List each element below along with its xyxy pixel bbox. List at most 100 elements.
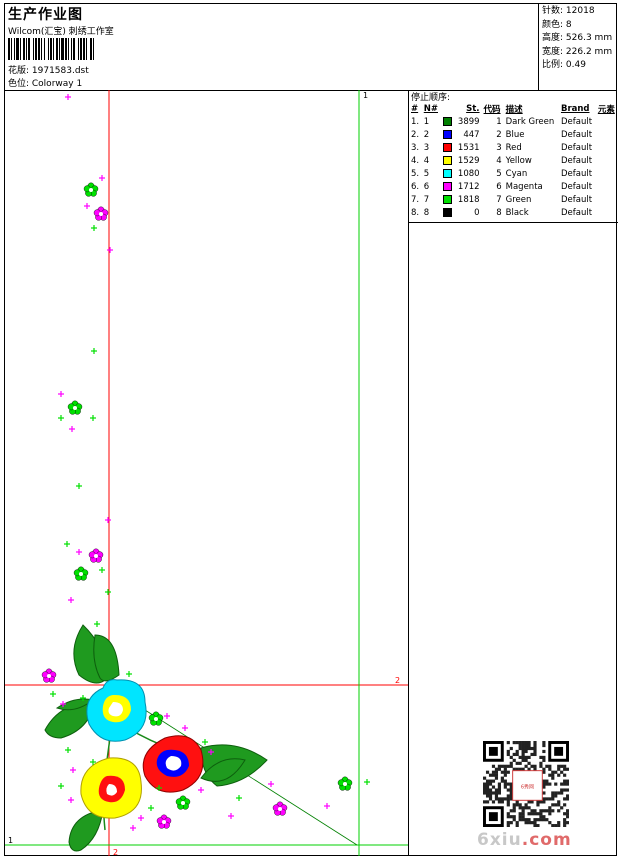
stitch-mark [268, 781, 274, 787]
leaf-bottom [68, 809, 104, 852]
table-row: 3. 3 1531 3 Red Default [411, 142, 593, 153]
watermark: 6xiu.com [477, 830, 572, 850]
embroidery-design: 1 2 1 2 [5, 90, 408, 856]
stitch-mark [182, 725, 188, 731]
stitch-mark [58, 783, 64, 789]
company-name: Wilcom(汇宝) 刺绣工作室 [8, 27, 114, 37]
stitch-mark [76, 483, 82, 489]
blossom [67, 400, 83, 415]
blossom [175, 795, 191, 810]
stitch-mark [138, 815, 144, 821]
page-title: 生产作业图 [8, 7, 83, 23]
stitch-mark [68, 597, 74, 603]
colorway: 色位: Colorway 1 [8, 79, 83, 89]
stitch-mark [99, 175, 105, 181]
stitch-mark [84, 203, 90, 209]
leaf-top [73, 624, 120, 684]
blossom [88, 548, 104, 563]
color-swatch [442, 129, 452, 139]
blossom [272, 801, 288, 816]
stitch-mark [156, 785, 162, 791]
color-swatch [442, 155, 452, 165]
table-row: 6. 6 1712 6 Magenta Default [411, 181, 593, 192]
stitch-mark [70, 767, 76, 773]
col-n: N# [423, 103, 438, 114]
leaf-right [200, 744, 268, 787]
blossom [148, 711, 164, 726]
blossom [337, 776, 353, 791]
stitch-mark [76, 549, 82, 555]
table-row: 2. 2 447 2 Blue Default [411, 129, 593, 140]
color-table-header: # N# St. 代码 描述 Brand 元素 [409, 102, 618, 115]
stitch-mark [236, 795, 242, 801]
travel-line [144, 709, 358, 846]
stitch-mark [105, 517, 111, 523]
col-num: # [411, 103, 419, 114]
stitch-mark [164, 713, 170, 719]
color-swatch [442, 142, 452, 152]
stat-stitches: 针数: 12018 [542, 6, 595, 16]
stitch-mark [99, 567, 105, 573]
stitch-mark [68, 797, 74, 803]
color-swatch [442, 168, 452, 178]
stitch-mark [50, 691, 56, 697]
stitch-mark [148, 805, 154, 811]
col-st: St. [466, 103, 480, 114]
blossom [156, 814, 172, 829]
stitch-mark [60, 701, 66, 707]
stitch-mark [126, 671, 132, 677]
guide-label-green-v: 1 [363, 91, 368, 100]
stat-scale: 比例: 0.49 [542, 60, 586, 70]
seal-text: 6秀网 [521, 783, 534, 790]
stat-height: 高度: 526.3 mm [542, 33, 613, 43]
qr-code: 6秀网 [483, 741, 569, 827]
stitch-mark [64, 541, 70, 547]
flower-yellow [80, 757, 142, 819]
guide-label-green-h: 1 [8, 836, 13, 845]
guide-label-red-v: 2 [113, 848, 118, 856]
table-row: 7. 7 1818 7 Green Default [411, 194, 593, 205]
guide-label-red-h: 2 [395, 676, 400, 685]
stitch-mark [198, 787, 204, 793]
design-preview: 1 2 1 2 [5, 90, 409, 856]
flower-cyan [86, 679, 147, 742]
col-brand: Brand [560, 103, 590, 114]
stats-panel: 针数: 12018 颜色: 8 高度: 526.3 mm 宽度: 226.2 m… [542, 5, 612, 73]
production-sheet: 生产作业图 Wilcom(汇宝) 刺绣工作室 花版: 1971583.dst 色… [4, 3, 618, 856]
blossom [73, 566, 89, 581]
small-blossoms [41, 182, 353, 829]
table-row: 1. 1 3899 1 Dark Green Default [411, 116, 593, 127]
col-element: 元素 [597, 104, 615, 115]
stitch-mark [91, 225, 97, 231]
stitch-mark [58, 391, 64, 397]
barcode [8, 38, 94, 60]
stitch-mark [107, 247, 113, 253]
stitch-mark [65, 94, 71, 100]
color-swatch [442, 181, 452, 191]
stitch-mark [130, 825, 136, 831]
stitch-mark [208, 749, 214, 755]
table-divider [409, 222, 618, 223]
col-desc: 描述 [505, 104, 523, 115]
table-row: 5. 5 1080 5 Cyan Default [411, 168, 593, 179]
table-row: 4. 4 1529 4 Yellow Default [411, 155, 593, 166]
blossom [83, 182, 99, 197]
table-row: 8. 8 0 8 Black Default [411, 207, 593, 218]
stat-colors: 颜色: 8 [542, 19, 572, 30]
stitch-mark [58, 415, 64, 421]
color-table: # N# St. 代码 描述 Brand 元素 1. 1 3899 1 Dark Gre… [409, 102, 618, 219]
stitch-mark [324, 803, 330, 809]
header: 生产作业图 Wilcom(汇宝) 刺绣工作室 花版: 1971583.dst 色… [5, 4, 616, 91]
stitch-marks [50, 94, 370, 831]
header-divider [538, 4, 539, 90]
stitch-mark [364, 779, 370, 785]
stitch-mark [90, 415, 96, 421]
stitch-mark [105, 589, 111, 595]
flower-red [142, 735, 204, 793]
stitch-mark [69, 426, 75, 432]
leaf-left [44, 698, 96, 739]
stitch-mark [90, 759, 96, 765]
stat-width: 宽度: 226.2 mm [542, 46, 613, 57]
stitch-mark [228, 813, 234, 819]
stitch-mark [80, 695, 86, 701]
